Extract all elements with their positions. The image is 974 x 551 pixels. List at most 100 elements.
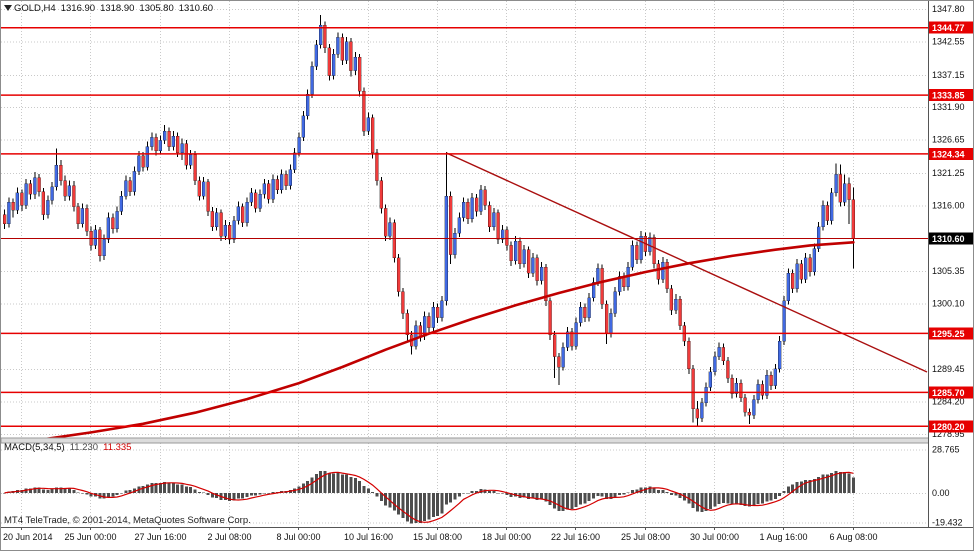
histogram-bar xyxy=(210,492,214,498)
candle-body xyxy=(375,152,379,181)
candle-body xyxy=(448,195,453,255)
histogram-bar xyxy=(76,492,80,494)
histogram-bar xyxy=(609,492,613,499)
candle-body xyxy=(834,174,838,194)
histogram-bar xyxy=(817,477,821,493)
candle-body xyxy=(379,180,384,209)
indicator-name: MACD(5,34,5) xyxy=(4,442,65,453)
moving-average-line[interactable] xyxy=(39,241,855,440)
level-price-label: 1285.70 xyxy=(932,388,965,398)
histogram-bar xyxy=(760,492,764,504)
histogram-bar xyxy=(652,487,656,493)
histogram-bar xyxy=(141,485,145,493)
time-tick-label: 8 Jul 00:00 xyxy=(276,532,320,542)
candle-body xyxy=(570,331,574,347)
candle-body xyxy=(115,211,119,230)
candle-body xyxy=(24,183,28,206)
candle-body xyxy=(427,316,431,328)
histogram-bar xyxy=(579,492,583,505)
histogram-bar xyxy=(821,474,825,493)
candle-body xyxy=(232,220,236,240)
candle-body xyxy=(661,261,665,280)
candle-body xyxy=(63,180,67,197)
time-tick-label: 30 Jul 00:00 xyxy=(690,532,739,542)
histogram-bar xyxy=(851,477,855,493)
quote-open: 1316.90 xyxy=(60,3,96,14)
candle-body xyxy=(630,245,635,268)
histogram-bar xyxy=(847,473,851,493)
histogram-bar xyxy=(570,492,574,510)
candle-body xyxy=(474,197,479,212)
histogram-bar xyxy=(371,492,375,493)
candle-body xyxy=(747,411,752,416)
descending-trendline[interactable] xyxy=(445,152,928,373)
candle-body xyxy=(816,226,821,249)
candle-body xyxy=(193,154,197,181)
candle-body xyxy=(349,41,353,71)
candle-body xyxy=(327,47,332,76)
histogram-bar xyxy=(808,480,812,493)
candle-body xyxy=(591,282,596,299)
macd-pane[interactable] xyxy=(1,443,928,527)
time-tick-label: 2 Jul 08:00 xyxy=(207,532,251,542)
histogram-bar xyxy=(358,481,362,493)
time-tick-label: 10 Jul 16:00 xyxy=(344,532,393,542)
candle-body xyxy=(765,374,769,396)
candle-body xyxy=(799,263,804,280)
price-tick-label: 1316.00 xyxy=(932,200,965,210)
histogram-bar xyxy=(531,492,535,499)
candle-body xyxy=(2,214,7,225)
candle-body xyxy=(111,217,115,230)
candle-body xyxy=(301,115,306,138)
histogram-bar xyxy=(492,491,496,493)
histogram-bar xyxy=(470,491,474,493)
histogram-bar xyxy=(630,490,634,493)
price-axis[interactable]: 1347.80 1342.55 1337.15 1331.90 1326.65 1321.… xyxy=(928,1,974,551)
histogram-bar xyxy=(145,484,149,493)
histogram-bar xyxy=(656,489,660,493)
candle-body xyxy=(431,306,436,328)
histogram-bar xyxy=(345,474,349,493)
histogram-bar xyxy=(509,492,513,497)
candle-body xyxy=(752,399,756,416)
histogram-bar xyxy=(33,487,37,493)
time-tick-label: 6 Aug 08:00 xyxy=(829,532,877,542)
time-tick-label: 27 Jun 16:00 xyxy=(134,532,186,542)
pane-separator[interactable] xyxy=(1,437,974,444)
price-tick-label: 1331.90 xyxy=(932,102,965,112)
candle-body xyxy=(470,197,474,220)
candle-body xyxy=(214,212,219,228)
histogram-bar xyxy=(206,492,210,495)
histogram-bar xyxy=(171,482,175,493)
histogram-bar xyxy=(111,492,115,497)
candle-body xyxy=(318,24,323,46)
histogram-bar xyxy=(327,473,331,493)
candle-body xyxy=(535,257,539,281)
candle-body xyxy=(440,300,444,318)
histogram-bar xyxy=(786,486,790,493)
time-axis[interactable]: 20 Jun 2014 25 Jun 00:00 27 Jun 16:00 2 Jul… xyxy=(1,527,974,542)
histogram-bar xyxy=(501,492,505,494)
histogram-bar xyxy=(596,492,600,496)
histogram-bar xyxy=(193,489,197,493)
candle-body xyxy=(691,368,695,410)
histogram-bar xyxy=(67,488,71,493)
candle-body xyxy=(444,195,449,302)
candle-body xyxy=(678,298,682,326)
candle-body xyxy=(253,192,258,209)
candle-body xyxy=(132,171,137,192)
candle-body xyxy=(383,208,388,237)
candle-body xyxy=(665,261,669,289)
histogram-bar xyxy=(124,490,128,493)
level-price-box xyxy=(929,21,973,34)
price-pane[interactable] xyxy=(1,1,928,440)
price-tick-label: 1289.45 xyxy=(932,364,965,374)
candle-body xyxy=(453,232,457,255)
candle-body xyxy=(297,137,301,154)
candle-body xyxy=(777,340,782,370)
histogram-bar xyxy=(726,492,730,504)
histogram-bar xyxy=(496,492,500,494)
histogram-bar xyxy=(669,492,673,495)
candle-body xyxy=(370,117,375,154)
